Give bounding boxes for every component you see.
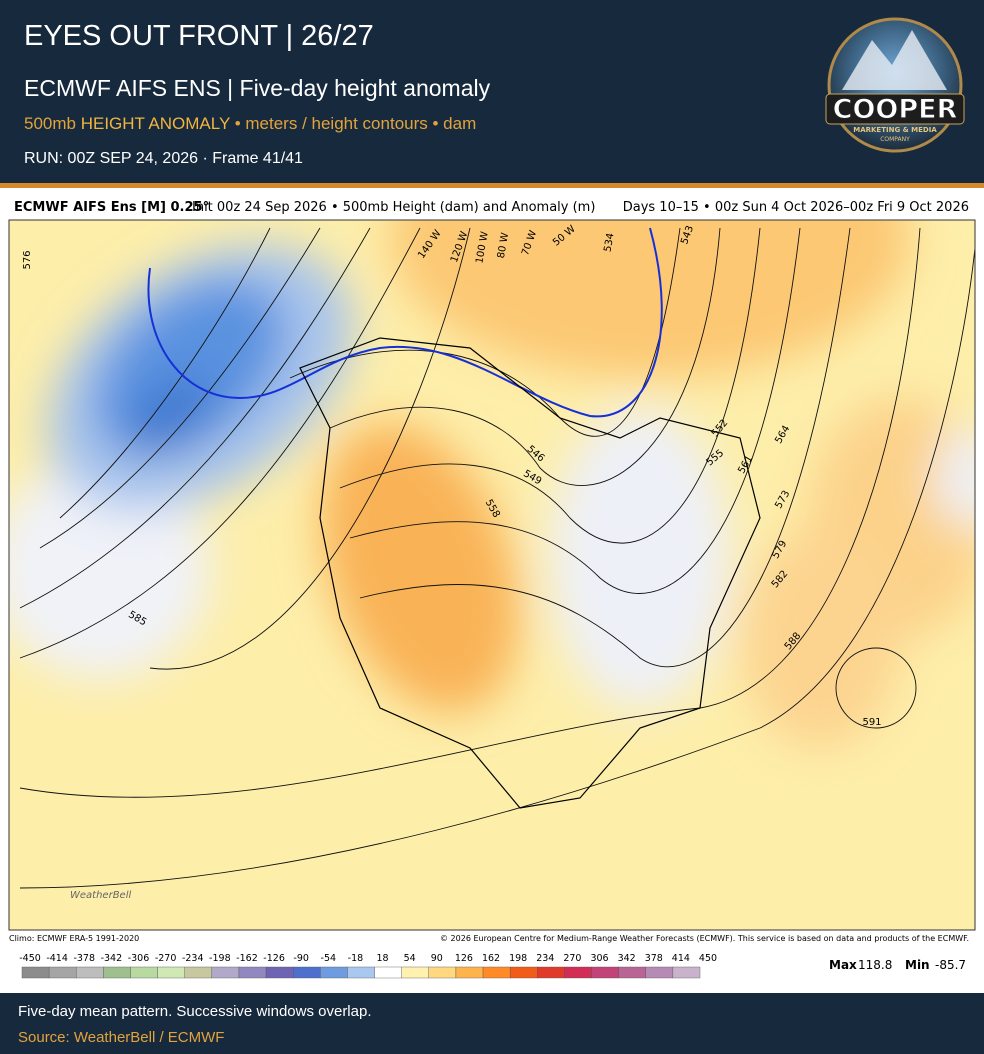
legend-label: -234 <box>182 953 204 964</box>
legend-label: -18 <box>348 953 364 964</box>
legend-label: 198 <box>509 953 527 964</box>
legend-label: -162 <box>236 953 258 964</box>
legend-swatch <box>672 966 701 979</box>
legend-label: -54 <box>321 953 337 964</box>
field: HEIGHT ANOMALY <box>80 114 230 133</box>
logo-name: COOPER <box>833 94 958 125</box>
valid: Days 10–15 • 00z Sun 4 Oct 2026–00z Fri … <box>623 200 969 215</box>
coastline <box>299 337 761 809</box>
logo-line: COMPANY <box>880 136 910 143</box>
legend-swatch <box>48 966 77 979</box>
legend-label: -126 <box>263 953 285 964</box>
legend-swatch <box>76 966 104 979</box>
longitude-label: 80 W <box>496 232 511 259</box>
legend-label: -378 <box>73 953 95 964</box>
legend-swatch <box>21 966 50 979</box>
legend-label: 306 <box>590 953 608 964</box>
legend-swatch <box>482 966 511 979</box>
level: 500mb <box>24 114 76 133</box>
map-frame <box>8 219 976 931</box>
contour-label: 576 <box>22 250 33 269</box>
legend-swatch <box>157 966 185 979</box>
legend-swatch <box>374 966 402 979</box>
accent-bar <box>0 183 984 188</box>
legend-label: 162 <box>482 953 500 964</box>
legend-swatch <box>184 966 213 979</box>
legend-label: 54 <box>404 953 416 964</box>
subtitle: ECMWF AIFS ENS | Five-day height anomaly <box>24 75 491 101</box>
model: ECMWF AIFS Ens [M] 0.25° <box>14 200 209 215</box>
legend-swatch <box>537 966 565 979</box>
legend-label: 414 <box>672 953 690 964</box>
legend-label: -270 <box>155 953 177 964</box>
header: EYES OUT FRONT | 26/27 ECMWF AIFS ENS | … <box>0 0 984 183</box>
legend-label: 18 <box>377 953 389 964</box>
units: • meters / height contours • dam <box>234 114 477 133</box>
legend-label: 378 <box>645 953 663 964</box>
run: RUN: 00Z SEP 24, 2026 · Frame 41/41 <box>24 150 303 167</box>
legend-swatch <box>618 966 646 979</box>
legend-label: 90 <box>431 953 443 964</box>
title: EYES OUT FRONT | 26/27 <box>24 20 374 52</box>
map <box>9 220 975 930</box>
max-value: 118.8 <box>858 958 892 972</box>
min-value: -85.7 <box>935 958 966 972</box>
legend-swatch <box>293 966 321 979</box>
legend-label: -198 <box>209 953 231 964</box>
legend-swatch <box>564 966 592 979</box>
logo: COOPER MARKETING & MEDIA COMPANY <box>825 17 965 153</box>
max-label: Max <box>829 958 857 972</box>
watermark: WeatherBell <box>70 890 131 901</box>
copyright: © 2026 European Centre for Medium-Range … <box>440 934 969 943</box>
footer: Five-day mean pattern. Successive window… <box>0 993 984 1054</box>
description: Init 00z 24 Sep 2026 • 500mb Height (dam… <box>192 200 595 215</box>
legend-label: 342 <box>618 953 636 964</box>
legend-label: 450 <box>699 953 717 964</box>
climo: Climo: ECMWF ERA-5 1991-2020 <box>9 934 139 943</box>
note: Five-day mean pattern. Successive window… <box>18 1003 372 1020</box>
legend-label: 270 <box>563 953 581 964</box>
legend-label: -342 <box>101 953 123 964</box>
legend-swatch <box>401 966 429 979</box>
legend-swatch <box>130 966 158 979</box>
legend-swatch <box>265 966 294 979</box>
contour-label: 534 <box>602 232 616 253</box>
legend-swatch <box>238 966 267 979</box>
legend-label: -414 <box>46 953 68 964</box>
legend-swatch <box>211 966 240 979</box>
legend-swatch <box>428 966 457 979</box>
logo-line: MARKETING & MEDIA <box>853 126 937 134</box>
legend-swatch <box>103 966 131 979</box>
legend-swatch <box>591 966 619 979</box>
legend-label: 234 <box>536 953 554 964</box>
min-label: Min <box>905 958 930 972</box>
legend-swatch <box>320 966 348 979</box>
legend-swatch <box>455 966 484 979</box>
contour-label: 591 <box>862 717 881 728</box>
legend-swatch <box>347 966 375 979</box>
legend-swatch <box>509 966 538 979</box>
legend-label: -90 <box>293 953 309 964</box>
legend-label: -306 <box>128 953 150 964</box>
map-panel: ECMWF AIFS Ens [M] 0.25° Init 00z 24 Sep… <box>8 200 976 979</box>
legend-swatch <box>645 966 674 979</box>
legend-label: 126 <box>455 953 473 964</box>
variable: 500mb HEIGHT ANOMALY • meters / height c… <box>24 114 476 134</box>
legend-label: -450 <box>19 953 41 964</box>
source: Source: WeatherBell / ECMWF <box>18 1029 225 1046</box>
